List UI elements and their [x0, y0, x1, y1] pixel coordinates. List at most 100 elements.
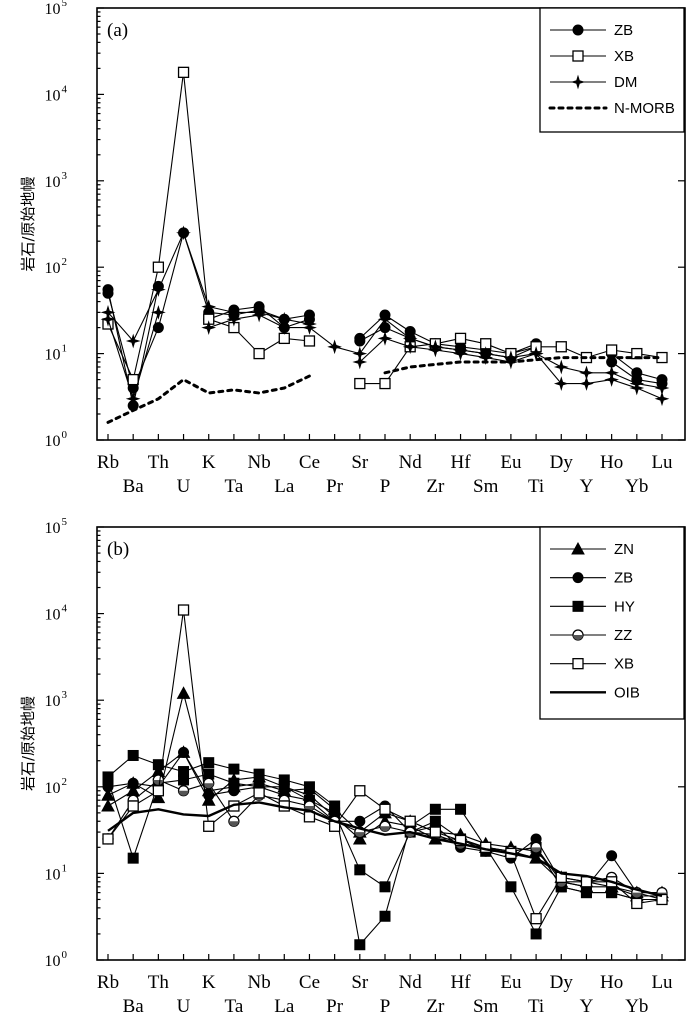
- series-ZB: [102, 227, 668, 394]
- y-tick-exponent: 4: [62, 83, 68, 95]
- data-point: [100, 311, 116, 327]
- data-point: [152, 785, 165, 797]
- data-point: [203, 757, 215, 769]
- legend-label: XB: [614, 48, 634, 65]
- legend-marker: [571, 541, 585, 555]
- legend-box: [539, 7, 685, 133]
- data-point: [102, 833, 114, 845]
- data-point: [606, 850, 618, 862]
- data-point: [127, 373, 139, 386]
- data-point: [656, 893, 668, 906]
- data-point: [127, 749, 139, 761]
- x-tick-label: Dy: [550, 452, 574, 473]
- x-tick-label: Nb: [247, 972, 270, 993]
- data-point: [478, 346, 494, 361]
- x-tick-label: Hf: [451, 972, 472, 993]
- data-point: [503, 350, 519, 365]
- x-tick-label: Ba: [123, 996, 145, 1017]
- x-tick-label: Zr: [426, 476, 445, 497]
- x-tick-label: Lu: [651, 972, 673, 993]
- data-point-fill: [354, 832, 365, 838]
- data-point: [201, 299, 217, 314]
- data-point: [278, 332, 290, 345]
- data-point: [379, 803, 391, 815]
- data-point: [429, 803, 441, 815]
- legend-marker: [572, 600, 584, 612]
- data-point: [428, 339, 443, 355]
- y-tick-exponent: 1: [62, 862, 68, 874]
- y-tick-exponent: 3: [62, 170, 68, 182]
- legend-marker: [572, 572, 584, 584]
- y-tick-exponent: 0: [62, 429, 68, 441]
- legend-marker-fill: [573, 635, 583, 640]
- legend-label: ZZ: [614, 627, 632, 644]
- data-point: [579, 376, 594, 391]
- data-point: [354, 335, 366, 347]
- data-point: [377, 331, 393, 346]
- data-point-fill: [153, 779, 164, 785]
- data-point: [178, 774, 190, 786]
- x-tick-label: La: [274, 476, 295, 497]
- x-tick-label: Y: [580, 476, 594, 497]
- data-point: [276, 320, 292, 335]
- data-point: [152, 759, 164, 771]
- legend-label: ZB: [614, 22, 633, 39]
- legend-label: N-MORB: [614, 100, 675, 117]
- legend-marker: [570, 74, 586, 90]
- x-tick-label: Ho: [600, 452, 623, 473]
- series-line: [106, 356, 664, 424]
- y-tick-label: 105: [45, 0, 68, 18]
- x-tick-label: Lu: [651, 452, 673, 473]
- y-tick-label: 104: [45, 603, 68, 624]
- data-point: [354, 864, 366, 876]
- data-point: [203, 789, 215, 801]
- x-tick-label: Sr: [351, 972, 369, 993]
- x-tick-label: Sm: [473, 476, 499, 497]
- data-point: [455, 803, 467, 815]
- y-axis-label: 岩石/原始地幔: [19, 696, 37, 791]
- data-point: [404, 815, 416, 827]
- x-tick-label: Ho: [600, 972, 623, 993]
- x-tick-label: Nb: [247, 452, 270, 473]
- data-point: [553, 376, 569, 391]
- y-tick-label: 102: [45, 256, 68, 277]
- y-tick-label: 100: [45, 949, 68, 970]
- data-point: [278, 781, 290, 793]
- x-tick-label: Ta: [225, 996, 244, 1017]
- x-tick-label: Dy: [550, 972, 574, 993]
- y-tick-label: 103: [45, 170, 68, 191]
- y-tick-exponent: 2: [62, 776, 68, 788]
- data-point: [352, 346, 368, 361]
- data-point: [429, 815, 441, 827]
- data-point: [606, 887, 618, 899]
- data-point: [454, 332, 467, 345]
- data-point: [203, 820, 215, 832]
- y-tick-label: 100: [45, 429, 68, 450]
- legend-marker: [572, 50, 584, 62]
- data-point: [354, 377, 366, 390]
- data-point: [530, 928, 542, 940]
- y-tick-exponent: 1: [62, 343, 68, 355]
- data-point: [151, 282, 166, 297]
- data-point: [127, 852, 139, 864]
- x-tick-label: Eu: [500, 972, 522, 993]
- data-point: [354, 815, 366, 827]
- x-tick-label: Ce: [299, 972, 320, 993]
- data-point: [352, 354, 368, 370]
- data-point: [253, 787, 265, 799]
- x-tick-label: P: [380, 996, 391, 1017]
- y-tick-label: 101: [45, 862, 68, 883]
- series-DM: [100, 305, 670, 407]
- y-tick-exponent: 5: [62, 516, 68, 528]
- data-point: [102, 774, 114, 786]
- series-line: [107, 801, 663, 898]
- y-tick-exponent: 2: [62, 256, 68, 268]
- data-point: [377, 311, 393, 327]
- data-point-fill: [178, 790, 189, 796]
- data-point: [604, 365, 619, 381]
- x-tick-label: Rb: [97, 972, 119, 993]
- y-tick-exponent: 3: [62, 689, 68, 701]
- legend-label: OIB: [614, 684, 640, 701]
- x-tick-label: Th: [148, 452, 170, 473]
- x-tick-label: Sm: [473, 996, 499, 1017]
